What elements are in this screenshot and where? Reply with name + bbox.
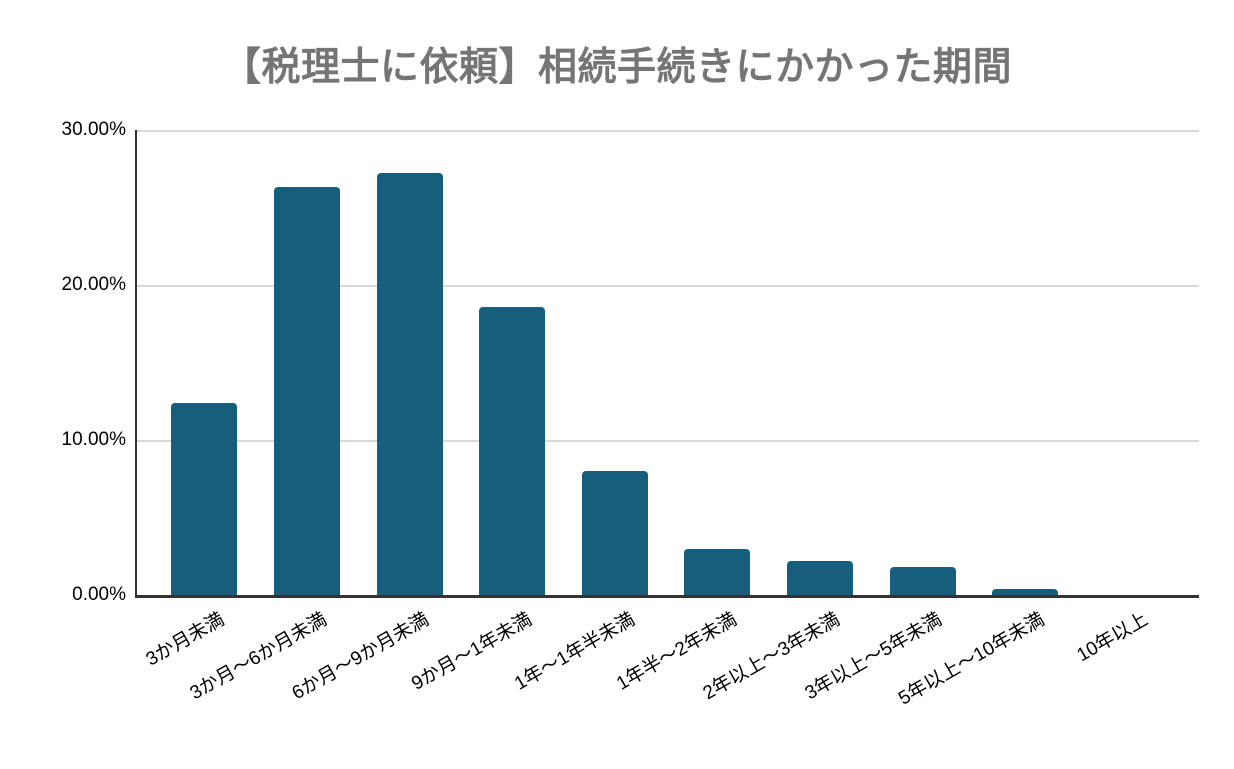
chart-title: 【税理士に依頼】相続手続きにかかった期間 <box>221 46 1012 89</box>
y-axis-tick-label: 10.00% <box>61 429 126 450</box>
bar-3年以上～5年未満 <box>889 567 956 595</box>
gridline-10-percent <box>137 440 1199 442</box>
plot-area <box>135 130 1199 598</box>
x-axis-tick-label: 10年以上 <box>1073 609 1152 667</box>
bar-1年～1年半未満 <box>581 471 648 595</box>
bar-6か月～9か月未満 <box>376 173 443 595</box>
bar-9か月～1年未満 <box>479 306 546 595</box>
y-axis-tick-label: 20.00% <box>61 274 126 295</box>
x-axis-tick-label: 3か月未満 <box>142 609 228 671</box>
y-axis-tick-label: 0.00% <box>72 584 126 605</box>
bar-1年半～2年未満 <box>684 548 751 595</box>
y-axis-tick-label: 30.00% <box>61 119 126 140</box>
bar-2年以上～3年未満 <box>786 560 853 595</box>
gridline-20-percent <box>137 285 1199 287</box>
gridline-30-percent <box>137 130 1199 132</box>
bar-5年以上～10年未満 <box>992 588 1059 595</box>
bar-3か月～6か月未満 <box>273 187 340 595</box>
bar-3か月未満 <box>171 402 238 595</box>
